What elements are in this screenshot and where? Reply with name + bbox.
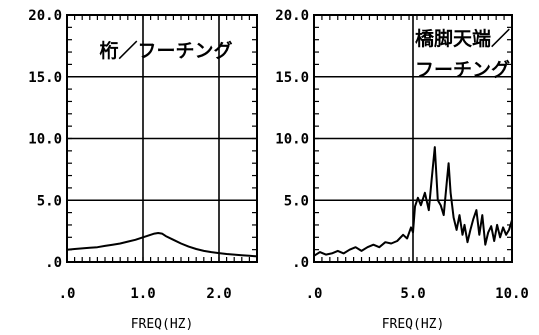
series-line	[313, 146, 513, 257]
gridlines	[67, 15, 257, 262]
x-tick-labels: .0 5.0 10.0	[306, 286, 529, 302]
y-tick-labels: 20.0 15.0 10.0 5.0 .0	[28, 8, 62, 271]
y-tick-label: 15.0	[275, 70, 309, 86]
x-tick-label: 2.0	[206, 286, 231, 302]
y-tick-labels: 20.0 15.0 10.0 5.0 .0	[275, 8, 309, 271]
x-tick-label: 10.0	[495, 286, 529, 302]
y-tick-label: 15.0	[28, 70, 62, 86]
y-tick-label: .0	[45, 255, 62, 271]
y-tick-label: 5.0	[37, 193, 62, 209]
y-tick-label: 20.0	[275, 8, 309, 24]
chart-pier-top-footing: 20.0 15.0 10.0 5.0 .0 .0 5.0 10.0 FREQ(HZ) 橋脚天…	[275, 8, 529, 332]
x-tick-label: 1.0	[130, 286, 155, 302]
y-tick-label: 20.0	[28, 8, 62, 24]
y-tick-label: 10.0	[28, 132, 62, 148]
x-tick-label: .0	[59, 286, 76, 302]
x-tick-label: .0	[306, 286, 323, 302]
y-tick-label: 5.0	[284, 193, 309, 209]
x-tick-labels: .0 1.0 2.0	[59, 286, 232, 302]
chart-girder-footing: 20.0 15.0 10.0 5.0 .0 .0 1.0 2.0 FREQ(HZ) 桁／フー…	[28, 8, 258, 332]
y-tick-label: .0	[292, 255, 309, 271]
x-tick-label: 5.0	[400, 286, 425, 302]
x-axis-title: FREQ(HZ)	[382, 317, 445, 332]
chart-title: 桁／フーチング	[99, 39, 232, 62]
chart-title: 橋脚天端／フーチング	[415, 27, 510, 81]
minor-ticks	[66, 14, 258, 263]
y-tick-label: 10.0	[275, 132, 309, 148]
minor-ticks	[313, 14, 513, 263]
gridlines	[314, 15, 512, 262]
series-line	[66, 232, 258, 258]
x-axis-title: FREQ(HZ)	[131, 317, 194, 332]
